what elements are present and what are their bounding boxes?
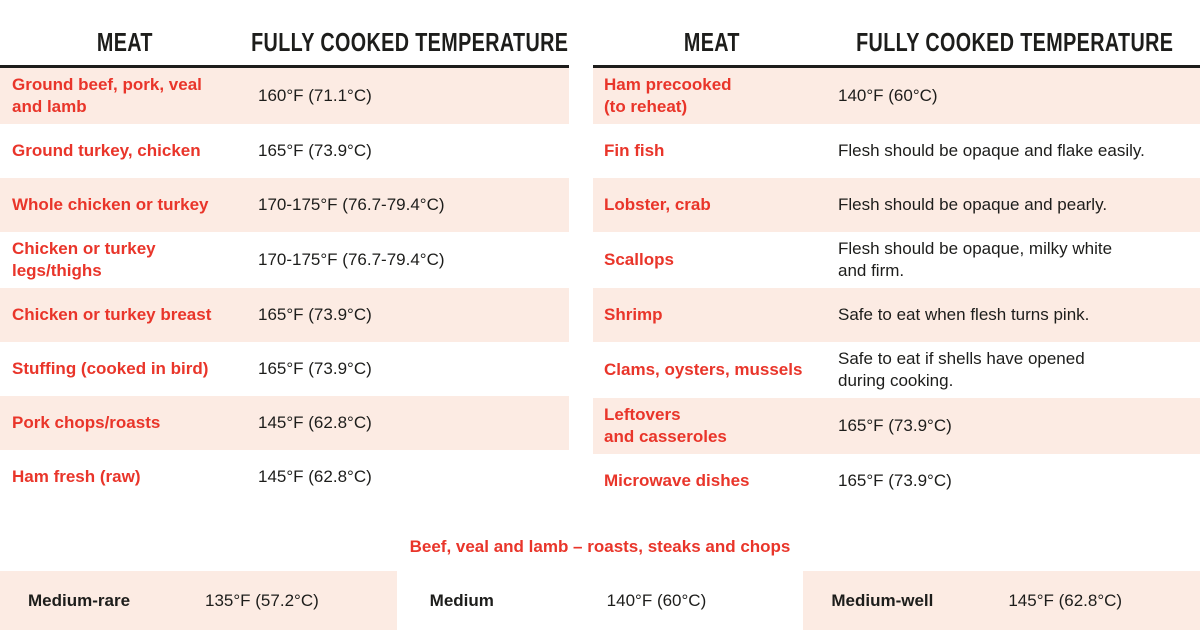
meat-name: Ham fresh (raw): [12, 467, 141, 486]
temperature-column-header-label: FULLY COOKED TEMPERATURE: [856, 27, 1174, 57]
table-row: Shrimp Safe to eat when flesh turns pink.: [593, 288, 1200, 342]
meat-name: Whole chicken or turkey: [12, 195, 209, 214]
table-header-row: MEAT FULLY COOKED TEMPERATURE: [593, 0, 1200, 68]
doneness-cell: Medium-well 145°F (62.8°C): [803, 571, 1200, 630]
cooked-temperature: 140°F (60°C): [838, 86, 938, 105]
table-header-row: MEAT FULLY COOKED TEMPERATURE: [0, 0, 569, 68]
table-row: Clams, oysters, mussels Safe to eat if sh…: [593, 342, 1200, 398]
meat-table-right: MEAT FULLY COOKED TEMPERATURE Ham precoo…: [593, 0, 1200, 508]
temperature-column-header: FULLY COOKED TEMPERATURE: [830, 27, 1200, 58]
meat-name: Fin fish: [604, 141, 665, 160]
doneness-temperature: 145°F (62.8°C): [1008, 590, 1123, 610]
cooked-temperature: 165°F (73.9°C): [258, 359, 372, 378]
cooked-temperature: 165°F (73.9°C): [838, 416, 952, 435]
meat-name: Leftovers and casseroles: [604, 405, 727, 446]
meat-name: Ground beef, pork, veal and lamb: [12, 75, 202, 116]
meat-name: Microwave dishes: [604, 471, 750, 490]
table-row: Ham fresh (raw) 145°F (62.8°C): [0, 450, 569, 504]
meat-name: Ground turkey, chicken: [12, 141, 201, 160]
cooked-temperature: Safe to eat if shells have opened during…: [838, 349, 1085, 390]
meat-name: Chicken or turkey legs/thighs: [12, 239, 156, 280]
doneness-label: Medium-rare: [28, 590, 131, 610]
cooked-temperature: Flesh should be opaque and pearly.: [838, 195, 1108, 214]
table-row: Lobster, crab Flesh should be opaque and …: [593, 178, 1200, 232]
meat-column-header: MEAT: [593, 27, 830, 58]
cooked-temperature: 170-175°F (76.7-79.4°C): [258, 195, 445, 214]
cooked-temperature: Flesh should be opaque, milky white and …: [838, 239, 1113, 280]
table-row: Chicken or turkey breast 165°F (73.9°C): [0, 288, 569, 342]
table-row: Scallops Flesh should be opaque, milky wh…: [593, 232, 1200, 288]
cooked-temperature: Flesh should be opaque and flake easily.: [838, 141, 1145, 160]
table-row: Ground turkey, chicken 165°F (73.9°C): [0, 124, 569, 178]
table-row: Fin fish Flesh should be opaque and flake…: [593, 124, 1200, 178]
meat-name: Clams, oysters, mussels: [604, 360, 803, 379]
cooked-temperature: Safe to eat when flesh turns pink.: [838, 305, 1090, 324]
cooked-temperature: 145°F (62.8°C): [258, 413, 372, 432]
doneness-temperature: 140°F (60°C): [606, 590, 707, 610]
table-row: Ground beef, pork, veal and lamb 160°F (7…: [0, 68, 569, 124]
temperature-tables: MEAT FULLY COOKED TEMPERATURE Ground bee…: [0, 0, 1200, 508]
doneness-cell: Medium-rare 135°F (57.2°C): [0, 571, 397, 630]
meat-name: Ham precooked (to reheat): [604, 75, 732, 116]
cooked-temperature: 165°F (73.9°C): [838, 471, 952, 490]
table-row: Stuffing (cooked in bird) 165°F (73.9°C): [0, 342, 569, 396]
temperature-column-header: FULLY COOKED TEMPERATURE: [250, 27, 569, 58]
meat-column-header-label: MEAT: [96, 27, 154, 57]
cooked-temperature: 170-175°F (76.7-79.4°C): [258, 250, 445, 269]
meat-column-header-label: MEAT: [683, 27, 740, 57]
beef-doneness-title: Beef, veal and lamb – roasts, steaks and…: [409, 537, 791, 556]
doneness-temperature: 135°F (57.2°C): [205, 590, 319, 610]
cooked-temperature: 165°F (73.9°C): [258, 305, 372, 324]
doneness-label: Medium: [429, 590, 494, 610]
meat-table-left: MEAT FULLY COOKED TEMPERATURE Ground bee…: [0, 0, 569, 508]
meat-name: Shrimp: [604, 305, 663, 324]
table-row: Pork chops/roasts 145°F (62.8°C): [0, 396, 569, 450]
meat-name: Pork chops/roasts: [12, 413, 161, 432]
temperature-column-header-label: FULLY COOKED TEMPERATURE: [250, 27, 569, 57]
table-row: Leftovers and casseroles 165°F (73.9°C): [593, 398, 1200, 454]
meat-name: Stuffing (cooked in bird): [12, 359, 209, 378]
table-row: Whole chicken or turkey 170-175°F (76.7-7…: [0, 178, 569, 232]
cooked-temperature: 160°F (71.1°C): [258, 86, 372, 105]
cooked-temperature: 165°F (73.9°C): [258, 141, 372, 160]
meat-name: Scallops: [604, 250, 674, 269]
meat-column-header: MEAT: [0, 27, 250, 58]
meat-name: Chicken or turkey breast: [12, 305, 212, 324]
beef-doneness-row: Medium-rare 135°F (57.2°C) Medium 140°F (60…: [0, 571, 1200, 630]
doneness-label: Medium-well: [831, 590, 934, 610]
doneness-cell: Medium 140°F (60°C): [402, 571, 799, 630]
table-body: Ham precooked (to reheat) 140°F (60°C) Fin…: [593, 68, 1200, 508]
table-row: Chicken or turkey legs/thighs 170-175°F (…: [0, 232, 569, 288]
table-row: Microwave dishes 165°F (73.9°C): [593, 454, 1200, 508]
meat-name: Lobster, crab: [604, 195, 711, 214]
table-body: Ground beef, pork, veal and lamb 160°F (7…: [0, 68, 569, 504]
cooked-temperature: 145°F (62.8°C): [258, 467, 372, 486]
table-row: Ham precooked (to reheat) 140°F (60°C): [593, 68, 1200, 124]
